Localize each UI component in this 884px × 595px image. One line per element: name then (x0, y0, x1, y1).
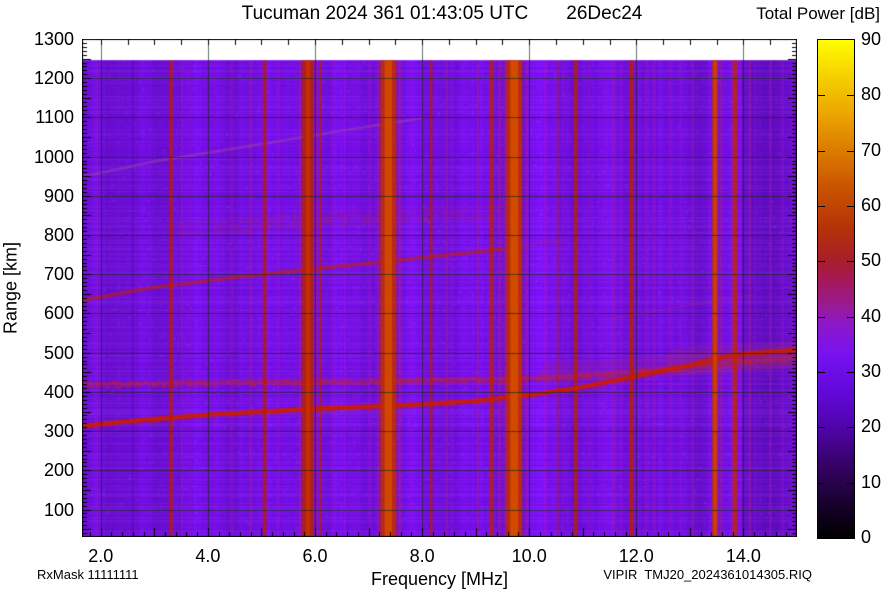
colorbar-tickmark (847, 427, 854, 429)
x-tick-label: 4.0 (195, 546, 221, 566)
y-tick-label: 900 (43, 185, 74, 206)
y-tick-label: 300 (43, 421, 74, 442)
colorbar-tick-label: 80 (861, 84, 882, 105)
colorbar (817, 39, 855, 539)
colorbar-tick-label: 40 (861, 305, 882, 326)
title-row: Tucuman 2024 361 01:43:05 UTC 26Dec24 (0, 3, 884, 25)
x-tick-label: 10.0 (511, 546, 547, 566)
x-tick-label: 2.0 (88, 546, 114, 566)
colorbar-tickmark (847, 316, 854, 318)
x-tick-label: 12.0 (618, 546, 654, 566)
colorbar-tick-label: 10 (861, 471, 882, 492)
colorbar-title: Total Power [dB] (756, 4, 880, 23)
y-tick-label: 500 (43, 342, 74, 363)
colorbar-tickmark (818, 95, 825, 97)
y-tick-label: 100 (43, 499, 74, 520)
file-id-label: VIPIR TMJ20_2024361014305.RIQ (603, 567, 812, 582)
x-axis-label: Frequency [MHz] (370, 569, 509, 589)
colorbar-tickmark (847, 372, 854, 373)
y-tick-label: 700 (43, 264, 74, 285)
colorbar-tickmark (847, 95, 854, 97)
colorbar-tickmark (847, 206, 854, 207)
colorbar-tickmark (818, 482, 825, 484)
colorbar-tick-label: 70 (861, 139, 882, 160)
y-tick-label: 1000 (33, 146, 74, 167)
colorbar-tick-label: 60 (861, 195, 882, 215)
y-tick-label: 400 (43, 381, 74, 402)
colorbar-tick-label: 20 (861, 416, 882, 437)
y-tick-label: 600 (43, 303, 74, 324)
x-tick-label: 6.0 (302, 546, 328, 566)
colorbar-tickmark (818, 372, 825, 373)
colorbar-tickmark (847, 150, 854, 152)
x-tick-label: 8.0 (409, 546, 435, 566)
rx-mask-label: RxMask 11111111 (37, 567, 139, 582)
colorbar-tick-label: 0 (861, 527, 872, 547)
colorbar-tickmark (818, 316, 825, 318)
y-tick-label: 200 (43, 460, 74, 481)
y-tick-label: 800 (43, 225, 74, 246)
colorbar-tick-label: 30 (861, 361, 882, 381)
colorbar-tickmark (847, 261, 854, 263)
colorbar-tickmark (818, 206, 825, 207)
y-tick-label: 1100 (35, 107, 74, 128)
colorbar-tick-label: 50 (861, 250, 882, 271)
y-tick-label: 1300 (33, 29, 74, 49)
colorbar-tick-label: 90 (861, 29, 882, 49)
spectrogram-canvas (82, 39, 797, 537)
plot-date: 26Dec24 (566, 3, 643, 24)
colorbar-tickmark (818, 427, 825, 429)
y-tick-label: 1200 (33, 68, 74, 89)
colorbar-tickmark (847, 482, 854, 484)
x-tick-label: 14.0 (725, 546, 761, 566)
colorbar-tickmark (818, 261, 825, 263)
colorbar-gradient (818, 40, 854, 538)
colorbar-tickmark (818, 150, 825, 152)
plot-title: Tucuman 2024 361 01:43:05 UTC (241, 3, 529, 24)
